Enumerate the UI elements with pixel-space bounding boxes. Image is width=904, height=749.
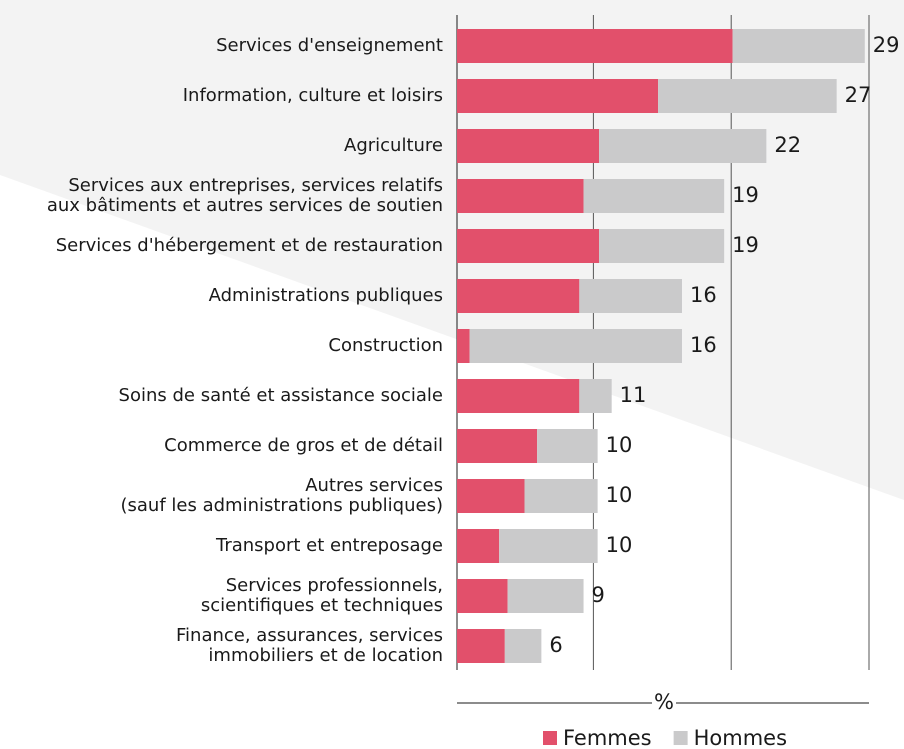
bar-segment	[457, 629, 505, 663]
total-label: 6	[549, 633, 562, 657]
y-tick-label: Services aux entreprises, services relat…	[68, 175, 443, 196]
y-tick-label: immobiliers et de location	[208, 645, 443, 666]
bar-segment	[599, 229, 725, 263]
y-tick-label: aux bâtiments et autres services de sout…	[47, 195, 443, 216]
y-tick-label: Services professionnels,	[226, 575, 443, 596]
total-label: 27	[845, 83, 872, 107]
legend-label: Hommes	[694, 726, 787, 749]
bar-segment	[579, 279, 682, 313]
y-tick-label: Finance, assurances, services	[176, 625, 443, 646]
bar-segment	[457, 479, 525, 513]
total-label: 10	[606, 483, 633, 507]
y-tick-label: (sauf les administrations publiques)	[121, 495, 444, 516]
bar-segment	[469, 329, 682, 363]
bar-segment	[457, 529, 500, 563]
bar-segment	[504, 629, 542, 663]
bar-segment	[457, 579, 508, 613]
bar-segment	[583, 179, 725, 213]
bar-segment	[524, 479, 598, 513]
y-tick-label: Soins de santé et assistance sociale	[119, 385, 443, 406]
bar-segment	[457, 29, 733, 63]
total-label: 16	[690, 333, 717, 357]
bar-segment	[599, 129, 767, 163]
bar-segment	[457, 79, 659, 113]
bar-segment	[579, 379, 612, 413]
bar-segment	[457, 329, 470, 363]
legend-swatch	[673, 731, 688, 745]
total-label: 19	[732, 233, 759, 257]
total-label: 29	[873, 33, 900, 57]
bar-segment	[537, 429, 598, 463]
y-tick-label: Services d'enseignement	[216, 35, 443, 56]
bar-segment	[457, 379, 580, 413]
bar-segment	[732, 29, 865, 63]
bar-segment	[499, 529, 598, 563]
bar-segment	[457, 229, 600, 263]
bar-segment	[457, 429, 538, 463]
x-axis-label: %	[654, 690, 674, 714]
bar-segment	[457, 179, 584, 213]
y-tick-label: Information, culture et loisirs	[183, 85, 443, 106]
total-label: 11	[620, 383, 647, 407]
bar-segment	[457, 129, 600, 163]
y-tick-label: Autres services	[305, 475, 443, 496]
total-label: 19	[732, 183, 759, 207]
y-tick-label: scientifiques et techniques	[201, 595, 443, 616]
total-label: 9	[592, 583, 605, 607]
y-tick-label: Administrations publiques	[209, 285, 443, 306]
total-label: 16	[690, 283, 717, 307]
bar-segment	[658, 79, 837, 113]
y-tick-label: Construction	[328, 335, 443, 356]
legend-label: Femmes	[563, 726, 652, 749]
total-label: 22	[774, 133, 801, 157]
y-tick-label: Commerce de gros et de détail	[164, 435, 443, 456]
legend-swatch	[543, 731, 557, 745]
y-tick-label: Services d'hébergement et de restauratio…	[56, 235, 443, 256]
background-shape	[0, 0, 904, 500]
bar-segment	[507, 579, 584, 613]
y-tick-label: Transport et entreposage	[215, 535, 443, 556]
y-tick-label: Agriculture	[344, 135, 443, 156]
total-label: 10	[606, 533, 633, 557]
bar-segment	[457, 279, 580, 313]
total-label: 10	[606, 433, 633, 457]
